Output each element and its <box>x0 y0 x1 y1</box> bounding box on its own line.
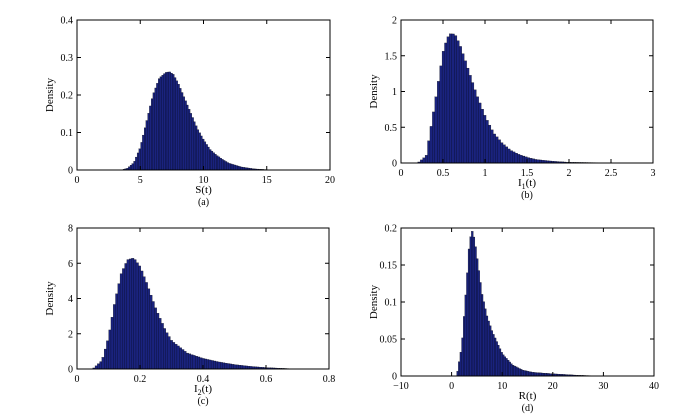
x-tick-label: 1.5 <box>521 168 534 179</box>
x-axis-label-tail: (t) <box>202 383 213 395</box>
y-tick-label: 1.5 <box>385 51 398 62</box>
x-axis-label: I2(t) <box>194 383 212 397</box>
y-axis-label: Density <box>44 77 56 112</box>
x-tick-label: 20 <box>548 381 558 392</box>
y-tick-label: 0 <box>392 372 397 383</box>
x-tick-label: 0.4 <box>197 374 210 385</box>
y-tick-label: 2 <box>68 329 73 340</box>
panel-caption: (c) <box>197 396 208 407</box>
x-axis-label: R(t) <box>519 390 537 402</box>
plot-frame <box>400 227 655 377</box>
y-tick-label: 0.2 <box>385 224 398 235</box>
y-tick-label: 0.3 <box>61 53 74 64</box>
x-tick-label: 5 <box>138 175 143 186</box>
x-tick-label: 15 <box>262 175 272 186</box>
y-tick-label: 0 <box>68 365 73 376</box>
y-tick-label: 0.4 <box>61 16 74 27</box>
x-tick-label: 2.5 <box>605 168 618 179</box>
x-tick-label: 10 <box>199 175 209 186</box>
x-tick-label: 0 <box>75 374 80 385</box>
x-tick-label: 0.2 <box>134 374 147 385</box>
x-axis-label-main: I <box>518 177 522 189</box>
x-axis-label-main: S <box>195 184 201 196</box>
y-tick-label: 0.5 <box>385 123 398 134</box>
x-tick-label: 3 <box>651 168 656 179</box>
x-tick-label: 40 <box>649 381 659 392</box>
x-axis-label-subscript: 2 <box>198 388 202 397</box>
y-tick-label: 0.1 <box>61 128 74 139</box>
x-axis-label-tail: (t) <box>526 177 537 189</box>
y-tick-label: 2 <box>392 16 397 27</box>
y-axis-label: Density <box>44 281 56 316</box>
x-tick-label: 0 <box>399 168 404 179</box>
y-tick-label: 0.05 <box>380 335 398 346</box>
x-tick-label: 0.5 <box>437 168 450 179</box>
x-axis-label: I1(t) <box>518 177 536 191</box>
x-axis-label-tail: (t) <box>526 390 537 402</box>
x-tick-label: 0 <box>75 175 80 186</box>
x-axis-label-main: R <box>519 390 527 402</box>
x-tick-label: 10 <box>497 381 507 392</box>
x-axis-label: S(t) <box>195 184 212 196</box>
y-tick-label: 0 <box>68 166 73 177</box>
panel-caption: (b) <box>521 190 533 201</box>
y-axis-label: Density <box>368 74 380 109</box>
y-tick-label: 0.15 <box>380 261 398 272</box>
x-tick-label: 20 <box>325 175 335 186</box>
x-axis-label-main: I <box>194 383 198 395</box>
y-tick-label: 8 <box>68 224 73 235</box>
y-tick-label: 6 <box>68 259 73 270</box>
x-tick-label: 0.8 <box>323 374 336 385</box>
y-axis-label: Density <box>368 284 380 319</box>
y-tick-label: 0.1 <box>385 298 398 309</box>
x-tick-label: 2 <box>567 168 572 179</box>
x-tick-label: 0 <box>449 381 454 392</box>
x-tick-label: 30 <box>598 381 608 392</box>
x-axis-label-subscript: 1 <box>522 182 526 191</box>
x-tick-label: 0.6 <box>260 374 273 385</box>
y-tick-label: 0.2 <box>61 91 74 102</box>
panel-caption: (d) <box>522 403 534 414</box>
y-tick-label: 0 <box>392 159 397 170</box>
y-tick-label: 1 <box>392 87 397 98</box>
x-tick-label: 1 <box>483 168 488 179</box>
panel-caption: (a) <box>198 197 209 208</box>
x-axis-label-tail: (t) <box>201 184 212 196</box>
x-tick-label: −10 <box>393 381 409 392</box>
y-tick-label: 4 <box>68 294 73 305</box>
